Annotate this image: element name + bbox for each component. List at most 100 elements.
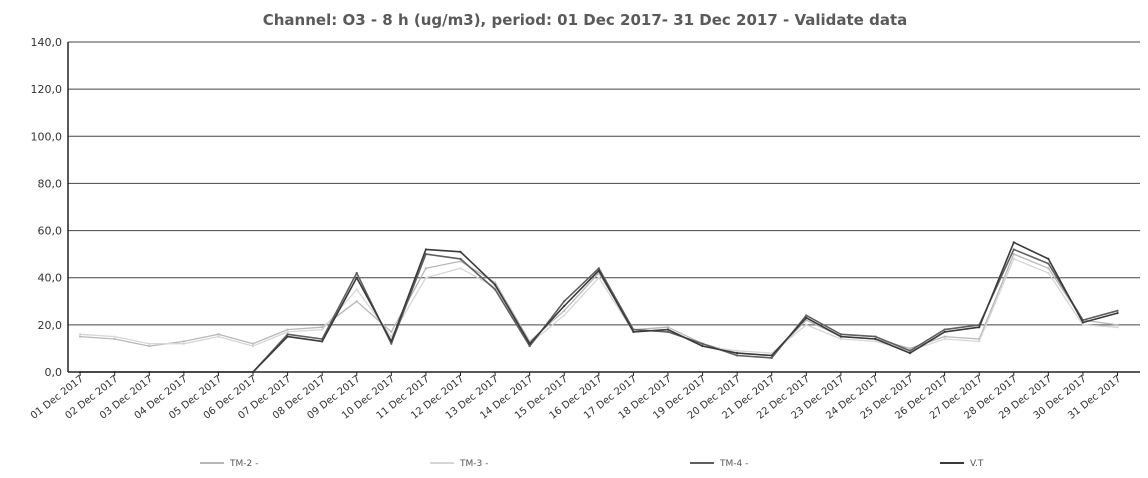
data-point [424, 253, 428, 256]
data-point [390, 342, 393, 345]
data-point [1012, 257, 1015, 260]
series-line-4 [80, 241, 1118, 373]
data-point [597, 276, 600, 279]
data-point [321, 328, 324, 331]
data-point [113, 335, 116, 338]
data-point [701, 344, 704, 348]
data-point [1012, 248, 1015, 251]
data-point [632, 330, 635, 334]
data-point [943, 335, 946, 338]
data-point [1012, 253, 1015, 256]
y-tick-label: 40,0 [38, 272, 63, 285]
data-point [217, 333, 220, 336]
data-point [182, 342, 185, 345]
data-point [701, 342, 704, 345]
y-tick-label: 120,0 [31, 83, 63, 96]
data-point [770, 352, 773, 355]
data-point [390, 330, 393, 334]
data-point [424, 267, 428, 270]
data-point [1081, 323, 1085, 326]
data-point [355, 271, 358, 275]
data-point [908, 349, 912, 352]
data-point [1116, 311, 1119, 315]
data-point [874, 340, 877, 343]
data-point [355, 300, 358, 303]
data-point [251, 342, 255, 345]
data-point [978, 326, 981, 329]
data-point [459, 267, 462, 270]
y-tick-label: 60,0 [38, 225, 63, 238]
data-point [286, 333, 289, 336]
data-point [390, 340, 393, 343]
data-point [1047, 257, 1050, 260]
data-point [390, 335, 393, 338]
legend-label: TM-3 - [459, 459, 488, 469]
data-point [459, 257, 462, 260]
y-tick-label: 0,0 [45, 366, 63, 379]
data-point [321, 340, 324, 343]
data-point [286, 335, 289, 338]
data-point [1047, 262, 1050, 265]
data-point [355, 288, 358, 291]
data-point [459, 250, 462, 253]
legend-label: TM-4 - [719, 459, 748, 469]
data-point [563, 304, 566, 308]
data-point [805, 316, 808, 319]
y-tick-label: 140,0 [31, 36, 63, 49]
data-point [1012, 241, 1015, 244]
data-point [908, 352, 912, 355]
data-point [839, 335, 842, 338]
data-point [1116, 326, 1119, 329]
data-point [908, 347, 912, 350]
data-point [459, 260, 462, 263]
grid-layer [67, 41, 1140, 373]
data-point [874, 337, 877, 341]
data-point [1116, 309, 1119, 312]
y-tick-label: 100,0 [31, 130, 63, 143]
data-point [736, 349, 739, 352]
data-point [770, 354, 773, 357]
data-point [321, 326, 324, 329]
data-point [666, 328, 670, 331]
data-point [493, 281, 497, 284]
data-point [355, 276, 358, 279]
data-point [148, 344, 151, 348]
data-point [666, 326, 670, 329]
chart-title: Channel: O3 - 8 h (ug/m3), period: 01 De… [263, 11, 907, 29]
data-point [182, 340, 185, 343]
data-point [424, 276, 428, 279]
data-point [666, 330, 670, 334]
data-point [978, 340, 981, 343]
data-point [597, 269, 600, 272]
data-point [528, 342, 531, 345]
data-point [286, 330, 289, 334]
data-point [528, 344, 531, 348]
data-point [805, 319, 808, 322]
data-point [217, 335, 220, 338]
data-point [424, 248, 428, 251]
data-point [563, 314, 566, 317]
legend: TM-2 - TM-3 - TM-4 - V.T [200, 459, 984, 469]
data-point [839, 333, 842, 336]
data-point [597, 267, 600, 270]
data-point [805, 314, 808, 317]
data-point [1047, 267, 1050, 270]
data-point [79, 335, 82, 338]
data-point [943, 328, 946, 331]
data-point [563, 309, 566, 312]
data-point [736, 354, 739, 357]
data-point [493, 283, 497, 286]
y-tick-label: 80,0 [38, 177, 63, 190]
data-point [79, 333, 82, 336]
data-point [943, 337, 946, 341]
legend-label: V.T [970, 459, 984, 469]
data-point [805, 323, 808, 326]
data-point [839, 337, 842, 341]
data-point [770, 356, 773, 359]
legend-label: TM-2 - [229, 459, 258, 469]
data-point [1047, 271, 1050, 275]
data-point [1081, 321, 1085, 324]
data-point [148, 342, 151, 345]
data-point [736, 352, 739, 355]
